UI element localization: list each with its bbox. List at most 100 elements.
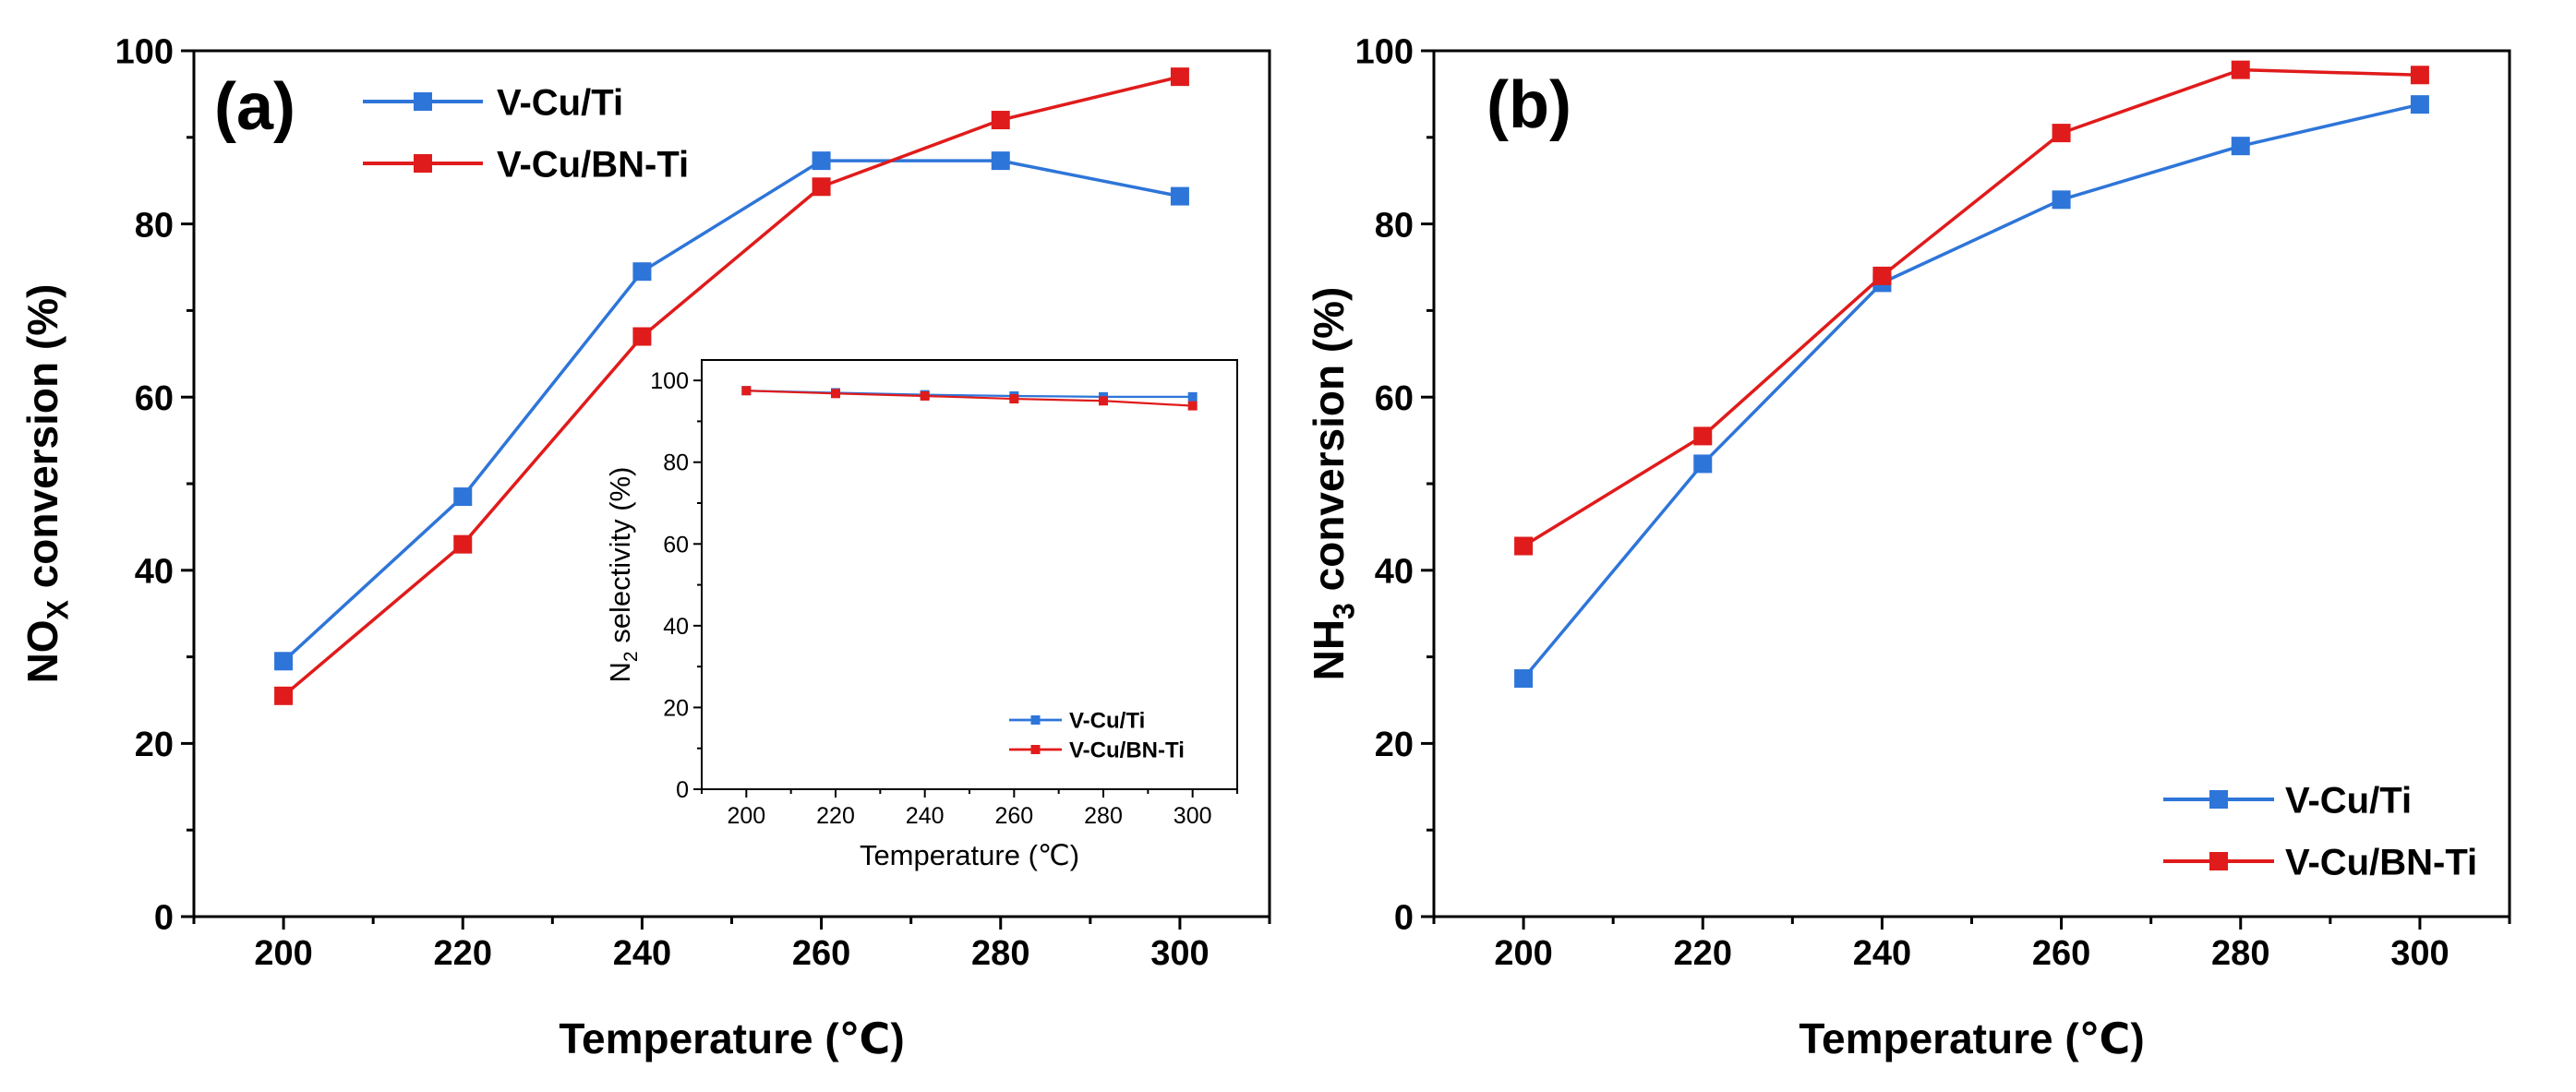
y-axis-title-tail: conversion (%) (1305, 287, 1353, 604)
legend-marker-0 (414, 92, 432, 111)
data-point-series-0 (453, 487, 473, 507)
x-axis-title: Temperature (℃) (1799, 1014, 2144, 1062)
data-point-series-0 (1187, 391, 1198, 402)
data-point-series-1 (1514, 536, 1534, 556)
y-tick-label: 100 (1355, 33, 1414, 72)
series-line-1 (1523, 67, 2420, 548)
y-tick-label: 60 (135, 379, 174, 418)
y-tick-label: 20 (135, 726, 174, 764)
y-tick-label: 60 (663, 532, 689, 558)
panel-label: (a) (214, 70, 295, 144)
data-point-series-1 (274, 686, 294, 705)
y-axis-title-main: NH (1305, 619, 1353, 680)
legend-label-1: V-Cu/BN-Ti (497, 144, 689, 185)
panel-b-chart: 200 220 240 260 280 300 0 20 40 60 80 100 Temperatur… (1305, 33, 2511, 1062)
x-tick-label: 220 (434, 934, 492, 973)
data-point-series-0 (2231, 137, 2250, 156)
x-tick-label: 200 (254, 934, 312, 973)
x-tick-label: 260 (2032, 934, 2090, 973)
y-tick-label: 40 (663, 614, 689, 640)
data-point-series-0 (2052, 190, 2071, 210)
data-point-series-0 (274, 652, 294, 671)
x-tick-label: 300 (2390, 934, 2449, 973)
legend-marker-0 (2209, 790, 2228, 809)
y-tick-label: 80 (663, 450, 689, 476)
panel-label: (b) (1487, 68, 1571, 142)
data-point-series-1 (991, 111, 1010, 130)
x-axis-title: Temperature (℃) (860, 839, 1079, 871)
y-tick-label: 80 (1375, 206, 1414, 245)
y-axis-title-subscript: X (42, 599, 75, 619)
x-tick-label: 260 (994, 803, 1033, 829)
data-point-series-1 (741, 386, 752, 396)
y-tick-label: 100 (650, 368, 689, 394)
data-point-series-1 (1693, 426, 1713, 446)
y-tick-label: 0 (154, 899, 174, 938)
x-tick-label: 300 (1150, 934, 1209, 973)
x-tick-label: 280 (2211, 934, 2269, 973)
x-tick-label: 260 (792, 934, 850, 973)
y-tick-label: 40 (135, 552, 174, 591)
y-tick-label: 20 (663, 695, 689, 721)
series-line-1 (746, 390, 1193, 407)
x-tick-label: 280 (971, 934, 1029, 973)
y-axis-title: NOX conversion (%) (18, 284, 75, 684)
data-point-series-0 (812, 151, 831, 171)
y-axis-title: NH3 conversion (%) (1305, 287, 1361, 681)
legend-label-0: V-Cu/Ti (497, 82, 623, 123)
x-tick-label: 240 (613, 934, 671, 973)
data-point-series-1 (2410, 66, 2429, 85)
series-line-0 (282, 159, 1181, 663)
x-axis-title: Temperature (℃) (559, 1014, 904, 1062)
inset-background (702, 360, 1237, 789)
data-point-series-1 (812, 177, 831, 197)
y-tick-label: 60 (1375, 379, 1414, 418)
legend-label-1: V-Cu/BN-Ti (1069, 738, 1185, 763)
data-point-series-1 (1009, 394, 1019, 404)
data-point-series-1 (2231, 60, 2250, 79)
legend-marker-1 (2209, 852, 2228, 870)
x-tick-label: 220 (1674, 934, 1732, 973)
legend-label-1: V-Cu/BN-Ti (2285, 842, 2477, 882)
x-tick-label: 220 (816, 803, 855, 829)
series-line-1 (282, 75, 1181, 698)
legend-marker-1 (414, 154, 432, 173)
y-axis-title: N2 selectivity (%) (604, 467, 642, 683)
data-point-series-0 (1693, 454, 1713, 474)
y-axis-title-main: N (604, 662, 636, 682)
legend-label-0: V-Cu/Ti (1069, 709, 1145, 734)
data-point-series-1 (453, 534, 473, 554)
data-point-series-1 (2052, 124, 2071, 143)
data-point-series-1 (920, 390, 930, 401)
y-axis-title-subscript: 3 (1328, 603, 1361, 619)
y-tick-label: 20 (1375, 726, 1414, 764)
data-point-series-1 (632, 327, 652, 346)
data-point-series-0 (1514, 669, 1534, 689)
x-tick-label: 200 (1494, 934, 1552, 973)
data-point-series-0 (1170, 186, 1189, 206)
series-line-0 (1522, 102, 2421, 680)
legend-label-0: V-Cu/Ti (2285, 780, 2412, 821)
data-point-series-1 (831, 389, 840, 399)
y-axis-title-tail: selectivity (%) (604, 467, 636, 652)
x-tick-label: 200 (727, 803, 765, 829)
panel-a-chart: 200 220 240 260 280 300 0 20 40 60 80 100 Temperatur… (18, 33, 1271, 1062)
y-axis-title-main: NO (18, 619, 66, 683)
data-point-series-1 (1099, 396, 1108, 406)
legend-marker-1 (1030, 745, 1041, 754)
data-point-series-1 (1187, 401, 1198, 411)
data-point-series-1 (1170, 67, 1189, 87)
x-tick-label: 240 (906, 803, 945, 829)
y-tick-label: 40 (1375, 552, 1414, 591)
x-tick-label: 300 (1174, 803, 1212, 829)
panel-a-inset-chart: 200 220 240 260 280 300 0 20 40 60 80 100 Temperatur… (604, 359, 1238, 871)
y-tick-label: 100 (115, 33, 174, 72)
data-point-series-0 (991, 151, 1010, 171)
x-tick-label: 240 (1853, 934, 1911, 973)
y-tick-label: 80 (135, 206, 174, 245)
data-point-series-0 (632, 262, 652, 282)
x-tick-label: 280 (1084, 803, 1123, 829)
data-point-series-1 (1872, 266, 1892, 285)
legend-marker-0 (1030, 715, 1041, 725)
